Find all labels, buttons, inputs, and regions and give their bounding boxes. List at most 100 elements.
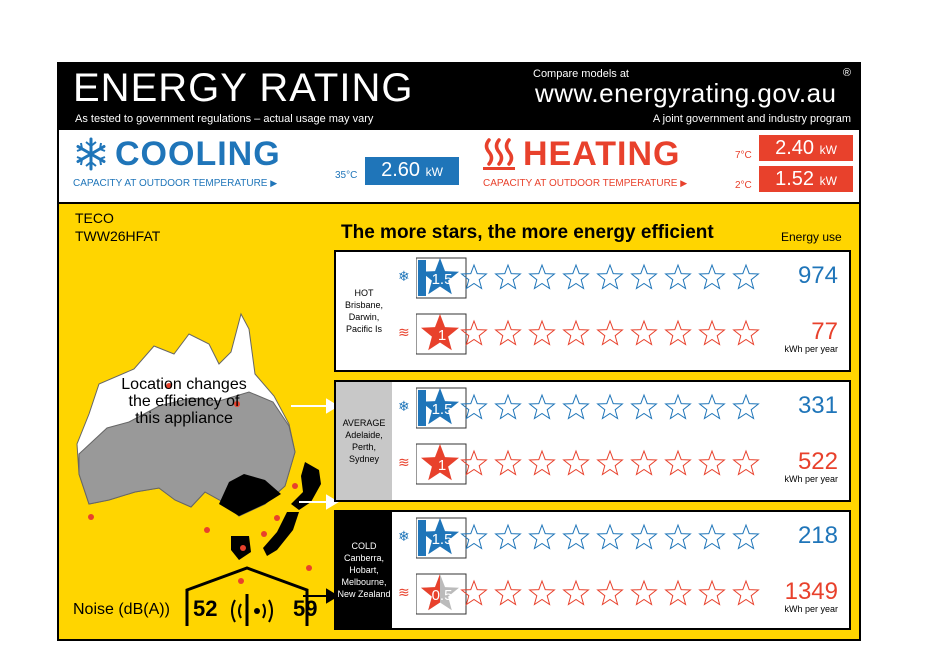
- star-rating-value: 1.5: [432, 401, 453, 418]
- climate-zone-map: [76, 312, 339, 604]
- empty-star: [528, 263, 556, 290]
- empty-star: [664, 579, 692, 606]
- empty-star: [528, 393, 556, 420]
- empty-star: [460, 449, 488, 476]
- heat-wave-icon: ≋: [398, 584, 410, 600]
- heating-capacity-low-unit: kW: [819, 174, 837, 188]
- empty-star: [630, 449, 658, 476]
- cooling-test-temp: 35°C: [335, 170, 358, 181]
- zone-label: COLD Canberra, Hobart, Melbourne, New Zealan…: [336, 512, 392, 628]
- empty-star: [596, 393, 624, 420]
- empty-star: [460, 263, 488, 290]
- heating-star-rating: 1: [416, 313, 760, 355]
- zone-cold: COLD Canberra, Hobart, Melbourne, New Zealan…: [334, 510, 851, 630]
- empty-star: [460, 393, 488, 420]
- heating-rating-row: ≋ 1 522 kWh per year: [396, 442, 846, 486]
- zone-label: HOT Brisbane, Darwin, Pacific Is: [336, 252, 392, 370]
- cooling-energy-use: 331: [797, 392, 838, 419]
- kwh-unit-label: kWh per year: [784, 474, 838, 484]
- star-rating-value: 1: [438, 327, 446, 344]
- empty-star: [562, 523, 590, 550]
- cooling-subtitle: CAPACITY AT OUTDOOR TEMPERATURE ▶: [73, 178, 278, 189]
- cooling-capacity-box: 2.60 kW: [365, 157, 459, 185]
- empty-star: [494, 523, 522, 550]
- registered-mark: ®: [842, 67, 851, 79]
- empty-star: [630, 263, 658, 290]
- cooling-energy-use: 218: [797, 522, 838, 549]
- location-note: Location changes the efficiency of this …: [121, 376, 247, 427]
- heating-capacity-low-value: 1.52: [775, 168, 815, 190]
- empty-star: [732, 319, 760, 346]
- empty-star: [698, 579, 726, 606]
- zone-label-line: Darwin,: [348, 312, 380, 322]
- empty-star: [494, 579, 522, 606]
- empty-star: [698, 319, 726, 346]
- rating-bar: [418, 260, 426, 296]
- empty-star: [562, 393, 590, 420]
- empty-star: [528, 449, 556, 476]
- heat-wave-icon: [483, 138, 515, 170]
- filled-star: [421, 388, 459, 425]
- zone-label-line: HOT: [354, 288, 374, 298]
- filled-star: [421, 444, 459, 481]
- heating-capacity-high-value: 2.40: [775, 137, 815, 159]
- cooling-capacity-value: 2.60: [381, 159, 421, 181]
- empty-star: [664, 319, 692, 346]
- rating-bar: [418, 390, 426, 426]
- heating-capacity-low-box: 1.52 kW: [759, 166, 853, 192]
- empty-star: [460, 319, 488, 346]
- heating-test-temp-high: 7°C: [735, 150, 752, 161]
- heating-capacity-high-box: 2.40 kW: [759, 135, 853, 161]
- empty-star: [698, 449, 726, 476]
- cooling-rating-row: ❄ 1.5 331: [396, 386, 846, 430]
- empty-star: [596, 579, 624, 606]
- heating-test-temp-low: 2°C: [735, 180, 752, 191]
- empty-star: [562, 263, 590, 290]
- filled-star: [421, 314, 459, 351]
- empty-star: [596, 263, 624, 290]
- zone-hot: HOT Brisbane, Darwin, Pacific Is ❄ 1.5 974 ≋ 1 7…: [334, 250, 851, 372]
- snowflake-icon: ❄: [398, 528, 410, 544]
- cooling-star-rating: 1.5: [416, 517, 760, 559]
- empty-star: [698, 523, 726, 550]
- zone-label-line: Pacific Is: [345, 324, 382, 334]
- empty-star: [596, 319, 624, 346]
- noise-label: Noise (dB(A)): [73, 601, 170, 618]
- empty-star: [562, 449, 590, 476]
- empty-star: [596, 449, 624, 476]
- heating-star-rating: 1: [416, 443, 760, 485]
- empty-star: [562, 579, 590, 606]
- capacity-bar: COOLING CAPACITY AT OUTDOOR TEMPERATURE …: [59, 130, 859, 204]
- cooling-star-rating: 1.5: [416, 387, 760, 429]
- empty-star: [732, 263, 760, 290]
- cooling-energy-use: 974: [797, 262, 838, 289]
- empty-star: [596, 523, 624, 550]
- zone-average: AVERAGE Adelaide, Perth, Sydney ❄ 1.5 331 ≋ 1 52…: [334, 380, 851, 502]
- website-url[interactable]: www.energyrating.gov.au: [535, 78, 837, 108]
- rating-bar: [418, 520, 426, 556]
- snowflake-icon: [76, 137, 106, 171]
- empty-star: [494, 449, 522, 476]
- filled-star: [421, 518, 459, 555]
- kwh-unit-label: kWh per year: [784, 604, 838, 614]
- label-subtitle: As tested to government regulations – ac…: [75, 113, 374, 125]
- heating-subtitle: CAPACITY AT OUTDOOR TEMPERATURE ▶: [483, 178, 688, 189]
- heating-capacity-high-unit: kW: [819, 143, 837, 157]
- empty-star: [562, 319, 590, 346]
- heating-rating-row: ≋ 1 77 kWh per year: [396, 312, 846, 356]
- zone-label: AVERAGE Adelaide, Perth, Sydney: [336, 382, 392, 500]
- heating-rating-row: ≋ 0.5 1349 kWh per year: [396, 572, 846, 616]
- zone-label-line: Canberra,: [343, 553, 385, 563]
- product-model: TWW26HFAT: [75, 228, 161, 244]
- energy-use-heading: Energy use: [781, 230, 842, 244]
- zone-label-line: AVERAGE: [342, 418, 386, 428]
- cooling-rating-row: ❄ 1.5 974: [396, 256, 846, 300]
- compare-label: Compare models at: [533, 68, 629, 80]
- empty-star: [664, 449, 692, 476]
- empty-star: [528, 523, 556, 550]
- energy-rating-label: ENERGY RATING As tested to government re…: [57, 62, 861, 641]
- zone-label-line: Sydney: [348, 454, 380, 464]
- empty-star: [732, 523, 760, 550]
- snowflake-icon: ❄: [398, 398, 410, 414]
- cooling-capacity-unit: kW: [425, 165, 443, 179]
